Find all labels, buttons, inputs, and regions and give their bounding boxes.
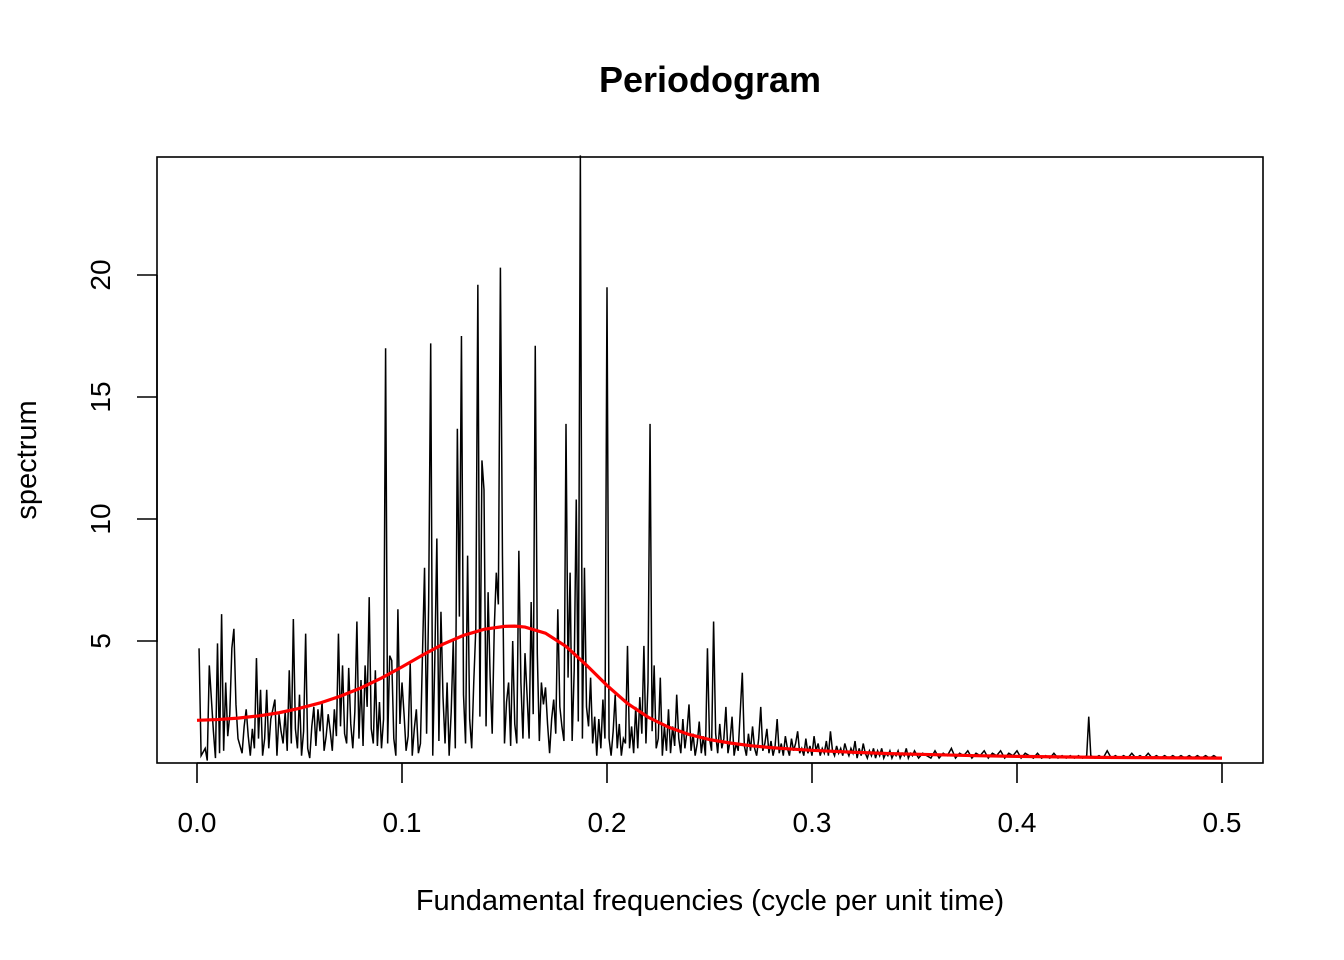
y-axis-label: spectrum <box>11 400 43 519</box>
y-tick-label: 20 <box>85 259 116 290</box>
smoothed-spectrum-line <box>196 624 1223 760</box>
x-tick-label: 0.0 <box>178 807 217 838</box>
y-tick-label: 5 <box>85 633 116 649</box>
raw-periodogram-series <box>198 155 1222 761</box>
x-axis-ticks: 0.0 0.1 0.2 0.3 0.4 0.5 <box>178 763 1242 838</box>
x-tick-label: 0.4 <box>998 807 1037 838</box>
x-tick-label: 0.5 <box>1203 807 1242 838</box>
y-tick-label: 10 <box>85 503 116 534</box>
x-tick-label: 0.2 <box>588 807 627 838</box>
x-tick-label: 0.1 <box>383 807 422 838</box>
smoothed-spectrum-series <box>196 624 1223 760</box>
y-tick-label: 15 <box>85 381 116 412</box>
plot-frame <box>156 156 1264 764</box>
chart-title: Periodogram <box>599 59 821 100</box>
x-tick-label: 0.3 <box>793 807 832 838</box>
y-axis-ticks: 5 10 15 20 <box>85 259 157 649</box>
raw-periodogram-line <box>198 155 1222 761</box>
x-axis-label: Fundamental frequencies (cycle per unit … <box>416 885 1004 917</box>
